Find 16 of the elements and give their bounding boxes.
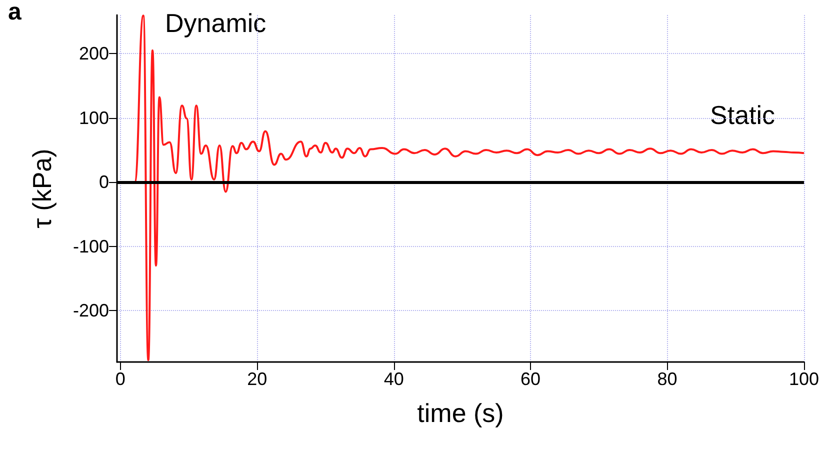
x-tick-label: 0	[115, 369, 126, 389]
y-axis-title: τ (kPa)	[27, 148, 57, 228]
x-tick-label: 80	[657, 369, 678, 389]
y-tick-label: 0	[98, 172, 109, 192]
annotation: Static	[710, 100, 776, 130]
x-tick-label: 20	[247, 369, 268, 389]
x-axis-title: time (s)	[417, 398, 504, 428]
y-tick-label: -100	[72, 236, 109, 256]
y-tick-label: -200	[72, 300, 109, 321]
x-tick-label: 100	[788, 369, 820, 389]
text: a	[8, 0, 22, 26]
x-tick-label: 40	[384, 369, 404, 389]
annotation: Dynamic	[165, 8, 266, 38]
y-tick-label: 200	[78, 44, 109, 64]
x-tick-label: 60	[520, 369, 541, 389]
y-tick-label: 100	[78, 108, 109, 128]
